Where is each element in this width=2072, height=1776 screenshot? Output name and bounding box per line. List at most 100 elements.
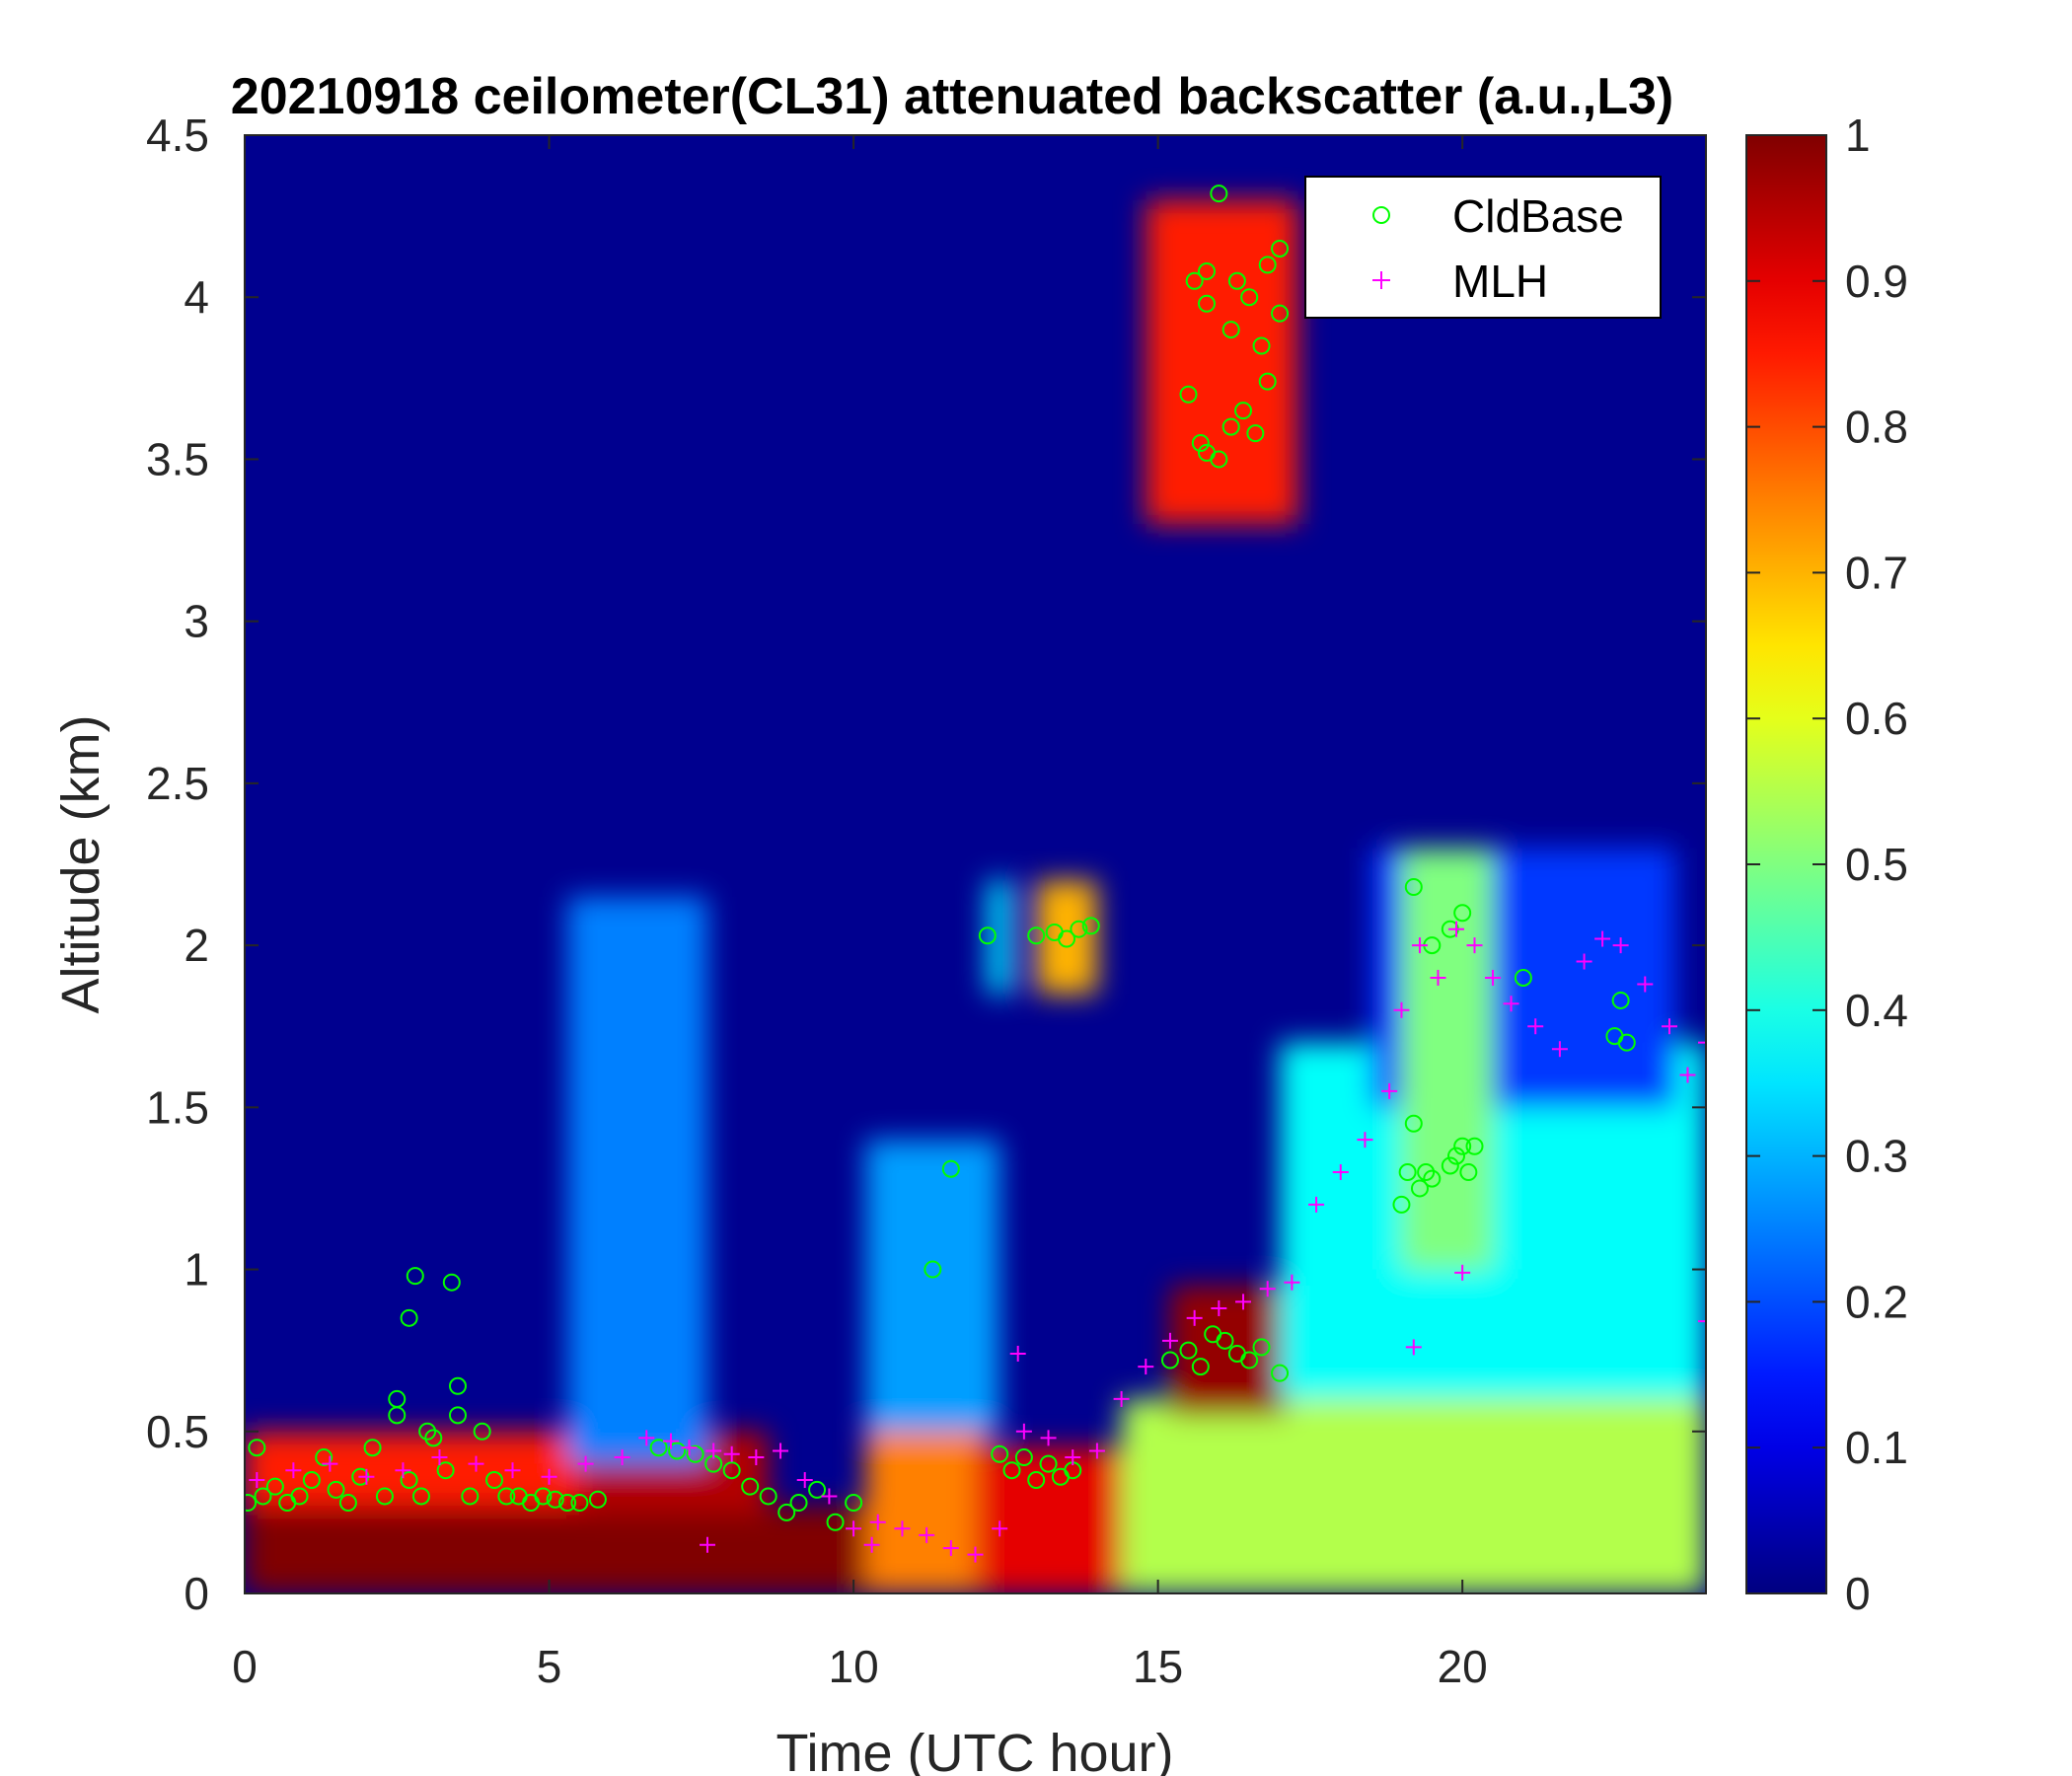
mlh-point [431,1449,448,1466]
cldbase-point [411,1487,430,1506]
cldbase-point [497,1487,516,1506]
cldbase-point [1240,1351,1259,1369]
backscatter-region-6 [975,1447,1122,1593]
mlh-point [468,1455,484,1472]
backscatter-heatmap [245,199,1706,1593]
y-tick-label: 0 [184,1568,209,1619]
mlh-point [1308,1196,1325,1213]
cldbase-point [1221,321,1240,339]
cldbase-point [1446,1147,1465,1165]
cldbase-point [1210,185,1228,203]
y-tick-label: 1 [184,1244,209,1295]
cldbase-point [245,1494,258,1513]
cldbase-point [1221,417,1240,436]
x-tick-label: 15 [1133,1641,1183,1692]
cldbase-point [473,1422,491,1441]
cldbase-point [1404,1114,1423,1133]
cldbase-point [1271,1364,1290,1382]
cldbase-point [1611,991,1630,1009]
cldbase-point [1258,372,1277,391]
legend-mlh-label: MLH [1452,256,1548,307]
cldbase-point [741,1477,760,1496]
colorbar-ticks: 0 0.1 0.2 0.3 0.4 0.5 0.6 0.7 0.8 0.9 1 [1746,110,1908,1619]
colorbar-tick-label: 0.2 [1845,1276,1908,1327]
cldbase-point [1027,926,1046,945]
cldbase-point [254,1487,272,1506]
series-cldbase [245,185,1636,1531]
colorbar-tick-label: 0.9 [1845,256,1908,307]
cldbase-point [388,1389,407,1408]
y-tick-label: 4 [184,271,209,323]
mlh-point [699,1536,715,1553]
cldbase-point [668,1442,687,1460]
cldbase-point [1246,424,1265,443]
mlh-point [1040,1430,1057,1446]
mlh-point [863,1536,880,1553]
cldbase-point [363,1439,382,1457]
mlh-point [1447,921,1464,937]
cldbase-point [1197,294,1216,313]
x-tick-label: 20 [1438,1641,1488,1692]
cldbase-point [315,1448,333,1467]
y-tick-label: 1.5 [146,1081,209,1133]
colorbar: 0 0.1 0.2 0.3 0.4 0.5 0.6 0.7 0.8 0.9 1 [1745,110,1908,1619]
cldbase-point [1258,256,1277,274]
cldbase-point [845,1494,863,1513]
mlh-point [723,1445,740,1462]
mlh-point [504,1462,521,1479]
mlh-point [1698,1034,1706,1051]
mlh-point [773,1443,789,1459]
y-tick-label: 2.5 [146,758,209,809]
legend-cldbase-label: CldBase [1452,190,1624,242]
cldbase-point [418,1422,437,1441]
cldbase-point [1027,1471,1046,1490]
cldbase-point [1465,1137,1484,1155]
cldbase-point [1252,336,1271,355]
cldbase-point [338,1494,357,1513]
y-tick-label: 2 [184,920,209,971]
mlh-point [681,1440,698,1456]
y-tick-label: 3 [184,596,209,647]
y-axis: 0 0.5 1 1.5 2 2.5 3 3.5 4 4.5 [146,110,1706,1619]
mlh-point [1332,1164,1349,1181]
cldbase-point [265,1477,284,1496]
cldbase-point [534,1487,553,1506]
y-tick-label: 3.5 [146,433,209,484]
colorbar-tick-label: 0.5 [1845,839,1908,890]
x-tick-label: 0 [232,1641,258,1692]
mlh-point [1466,937,1483,954]
cldbase-point [1191,1358,1210,1376]
cldbase-point [1410,1179,1429,1198]
plot-area: 0 5 10 15 20 0 0.5 1 1.5 2 2.5 3 3.5 4 4.5 [146,110,1707,1692]
mlh-point [285,1462,302,1479]
cldbase-point [777,1503,796,1521]
cldbase-point [1197,261,1216,280]
mlh-point [1357,1132,1373,1148]
x-axis-label: Time (UTC hour) [776,1724,1173,1776]
mlh-point [942,1540,959,1557]
cldbase-point [1441,1156,1459,1175]
colorbar-tick-label: 0.6 [1845,693,1908,744]
backscatter-region-14 [1146,199,1298,525]
cldbase-point [1039,1454,1058,1473]
cldbase-point [1514,968,1532,987]
mlh-point [894,1520,911,1537]
cldbase-point [1070,920,1088,938]
cldbase-point [978,926,997,945]
cldbase-point [1240,288,1259,307]
series-layer [245,185,1706,1563]
mlh-point [821,1488,838,1505]
mlh-point [1393,1001,1410,1018]
mlh-point [1698,1313,1706,1330]
cldbase-point [1459,1163,1478,1182]
mlh-point [1503,996,1519,1012]
mlh-point [1454,1264,1471,1281]
cldbase-point [649,1439,668,1457]
chart-title: 20210918 ceilometer(CL31) attenuated bac… [231,68,1673,125]
backscatter-region-4 [865,1415,988,1593]
cldbase-point [722,1461,741,1480]
colorbar-tick-label: 0.4 [1845,985,1908,1036]
backscatter-region-1 [245,1431,580,1507]
cldbase-point [1404,877,1423,896]
cldbase-point [686,1444,704,1463]
